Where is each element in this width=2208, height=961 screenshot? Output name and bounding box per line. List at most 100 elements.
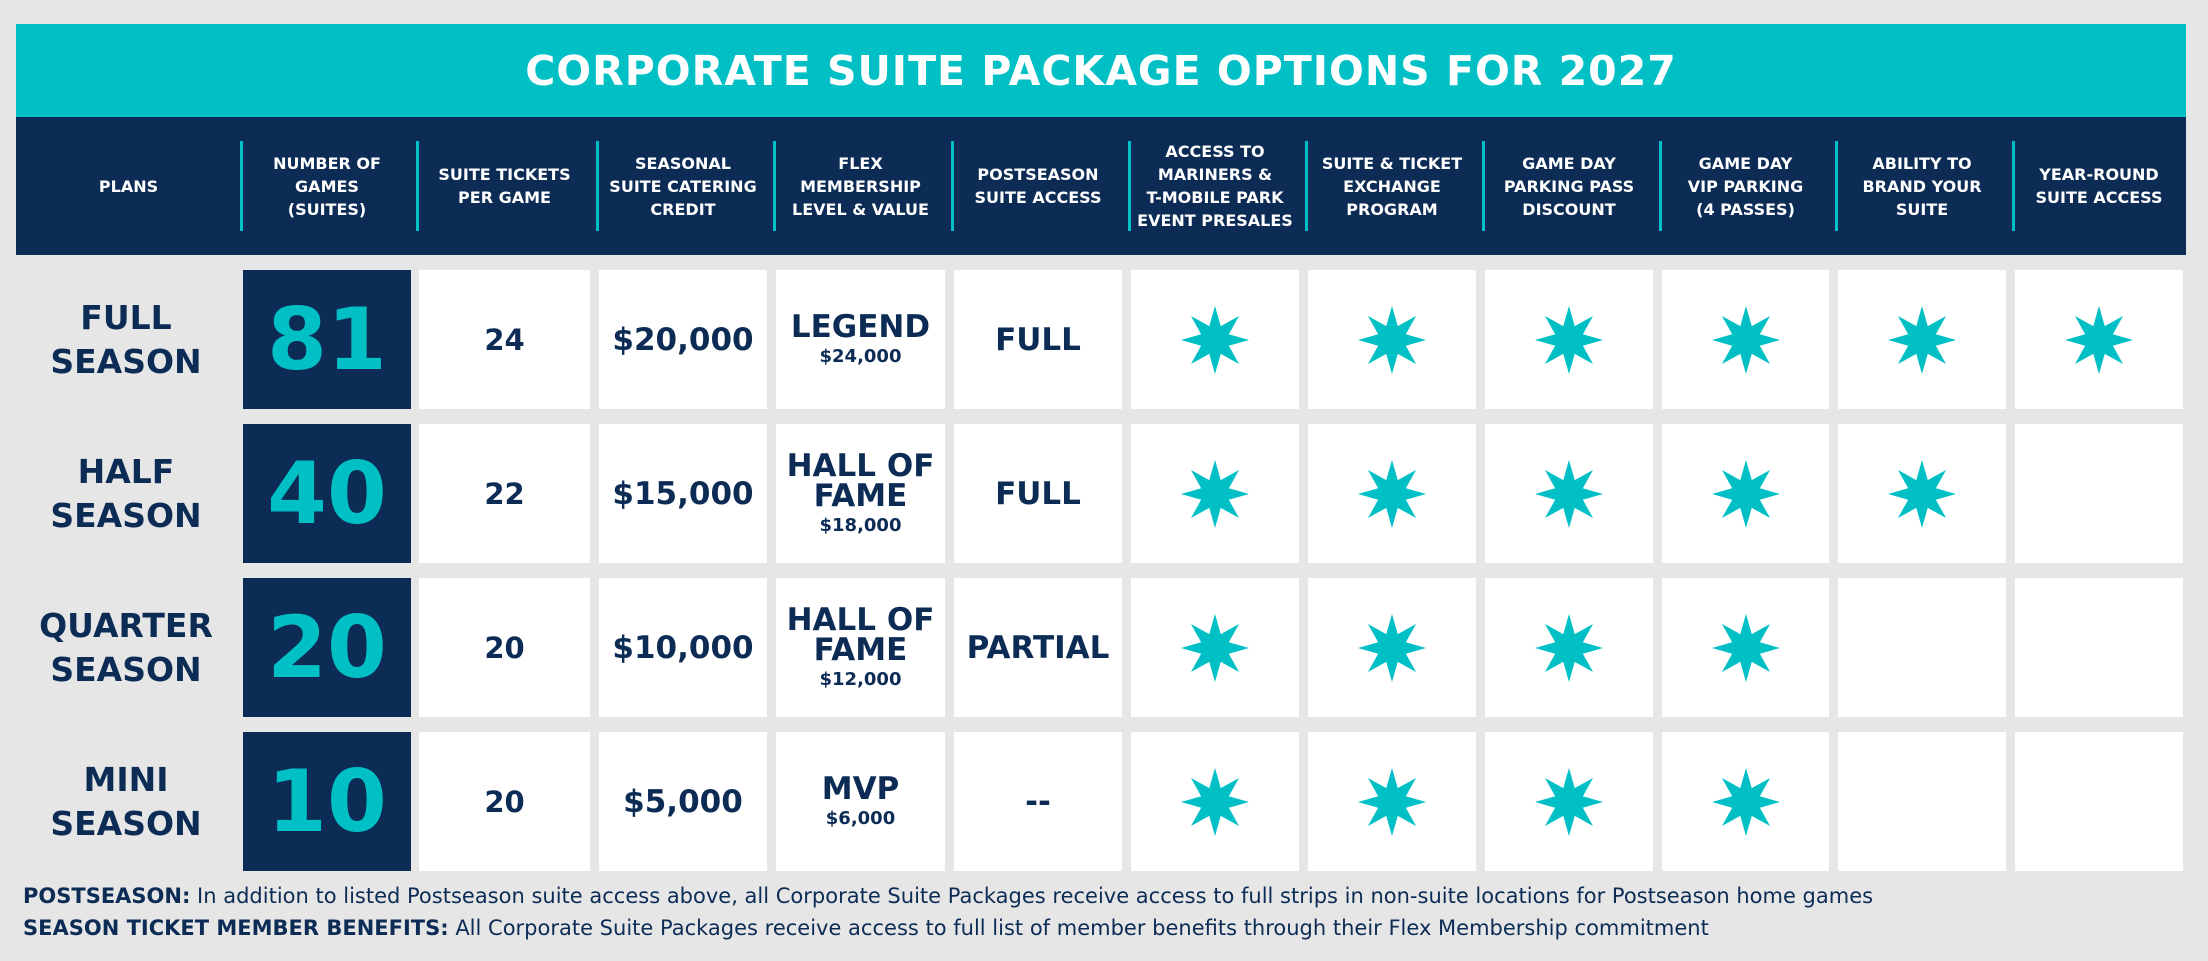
benefit-cell — [1662, 578, 1829, 717]
footer-stm-text: All Corporate Suite Packages receive acc… — [448, 916, 1709, 940]
footer-stm-note: SEASON TICKET MEMBER BENEFITS: All Corpo… — [23, 916, 2193, 940]
tickets-cell: 22 — [419, 424, 590, 563]
tickets-value: 20 — [484, 630, 525, 665]
postseason-value: FULL — [995, 475, 1081, 512]
benefit-cell — [1485, 732, 1653, 871]
catering-value: $20,000 — [612, 321, 754, 358]
games-count: 40 — [243, 424, 411, 563]
column-divider — [240, 141, 243, 231]
column-header-1: NUMBER OF GAMES (SUITES) — [273, 153, 381, 219]
footer-stm-label: SEASON TICKET MEMBER BENEFITS: — [23, 916, 449, 940]
benefit-cell — [1485, 270, 1653, 409]
benefit-cell — [1308, 270, 1476, 409]
column-header-11: YEAR-ROUND SUITE ACCESS — [2035, 165, 2163, 207]
flex-cell: LEGEND $24,000 — [776, 270, 945, 409]
benefit-cell — [1308, 578, 1476, 717]
catering-cell: $20,000 — [599, 270, 767, 409]
plan-label: FULL SEASON — [50, 297, 202, 381]
column-header-5: POSTSEASON SUITE ACCESS — [974, 165, 1102, 207]
benefit-cell — [2015, 270, 2183, 409]
column-divider — [2012, 141, 2015, 231]
flex-cell: HALL OF FAME $12,000 — [776, 578, 945, 717]
postseason-cell: PARTIAL — [954, 578, 1122, 717]
benefit-cell — [1662, 732, 1829, 871]
star-icon — [1711, 767, 1781, 837]
flex-level: HALL OF FAME — [786, 602, 935, 668]
benefit-cell — [1838, 732, 2006, 871]
benefit-cell — [2015, 424, 2183, 563]
benefit-cell — [1131, 578, 1299, 717]
column-divider — [1305, 141, 1308, 231]
star-icon — [1711, 305, 1781, 375]
column-divider — [1835, 141, 1838, 231]
star-icon — [2064, 305, 2134, 375]
tickets-cell: 24 — [419, 270, 590, 409]
star-icon — [1887, 459, 1957, 529]
flex-level: HALL OF FAME — [786, 448, 935, 514]
star-icon — [1357, 613, 1427, 683]
benefit-cell — [1131, 270, 1299, 409]
postseason-value: PARTIAL — [966, 629, 1110, 666]
benefit-cell — [1838, 578, 2006, 717]
benefit-cell — [1131, 424, 1299, 563]
column-divider — [1128, 141, 1131, 231]
postseason-cell: FULL — [954, 270, 1122, 409]
postseason-value: -- — [1025, 783, 1051, 820]
benefit-cell — [1485, 578, 1653, 717]
postseason-value: FULL — [995, 321, 1081, 358]
column-divider — [596, 141, 599, 231]
benefit-cell — [1485, 424, 1653, 563]
star-icon — [1357, 767, 1427, 837]
plan-label: HALF SEASON — [50, 451, 202, 535]
star-icon — [1180, 767, 1250, 837]
games-count: 81 — [243, 270, 411, 409]
benefit-cell — [1308, 732, 1476, 871]
catering-cell: $15,000 — [599, 424, 767, 563]
column-header-3: SEASONAL SUITE CATERING CREDIT — [609, 153, 757, 219]
column-header-9: GAME DAY VIP PARKING (4 PASSES) — [1687, 153, 1804, 219]
page-title: CORPORATE SUITE PACKAGE OPTIONS FOR 2027 — [16, 24, 2186, 117]
footer-postseason-text: In addition to listed Postseason suite a… — [190, 884, 1874, 908]
benefit-cell — [2015, 732, 2183, 871]
footer-postseason-label: POSTSEASON: — [23, 884, 191, 908]
tickets-value: 24 — [484, 322, 525, 357]
flex-value: $6,000 — [825, 808, 896, 829]
column-header-0: PLANS — [98, 176, 159, 196]
star-icon — [1534, 613, 1604, 683]
games-count: 20 — [243, 578, 411, 717]
flex-cell: HALL OF FAME $18,000 — [776, 424, 945, 563]
benefit-cell — [1308, 424, 1476, 563]
column-header-7: SUITE & TICKET EXCHANGE PROGRAM — [1321, 153, 1463, 219]
tickets-cell: 20 — [419, 732, 590, 871]
catering-cell: $5,000 — [599, 732, 767, 871]
plan-label: QUARTER SEASON — [39, 605, 213, 689]
catering-cell: $10,000 — [599, 578, 767, 717]
flex-level: MVP — [821, 771, 900, 807]
benefit-cell — [1662, 424, 1829, 563]
star-icon — [1534, 767, 1604, 837]
star-icon — [1357, 459, 1427, 529]
flex-value: $18,000 — [819, 515, 902, 536]
table-header: PLANS NUMBER OF GAMES (SUITES) SUITE TICKE… — [16, 117, 2186, 255]
column-divider — [951, 141, 954, 231]
benefit-cell — [1838, 270, 2006, 409]
column-divider — [416, 141, 419, 231]
star-icon — [1534, 305, 1604, 375]
postseason-cell: -- — [954, 732, 1122, 871]
benefit-cell — [1131, 732, 1299, 871]
catering-value: $10,000 — [612, 629, 754, 666]
star-icon — [1887, 305, 1957, 375]
star-icon — [1180, 613, 1250, 683]
benefit-cell — [2015, 578, 2183, 717]
catering-value: $5,000 — [623, 783, 743, 820]
footer-postseason-note: POSTSEASON: In addition to listed Postse… — [23, 884, 2193, 908]
column-header-6: ACCESS TO MARINERS & T-MOBILE PARK EVENT… — [1137, 142, 1293, 230]
catering-value: $15,000 — [612, 475, 754, 512]
column-header-8: GAME DAY PARKING PASS DISCOUNT — [1503, 153, 1635, 219]
postseason-cell: FULL — [954, 424, 1122, 563]
games-count: 10 — [243, 732, 411, 871]
benefit-cell — [1662, 270, 1829, 409]
tickets-value: 22 — [484, 476, 525, 511]
tickets-value: 20 — [484, 784, 525, 819]
flex-cell: MVP $6,000 — [776, 732, 945, 871]
